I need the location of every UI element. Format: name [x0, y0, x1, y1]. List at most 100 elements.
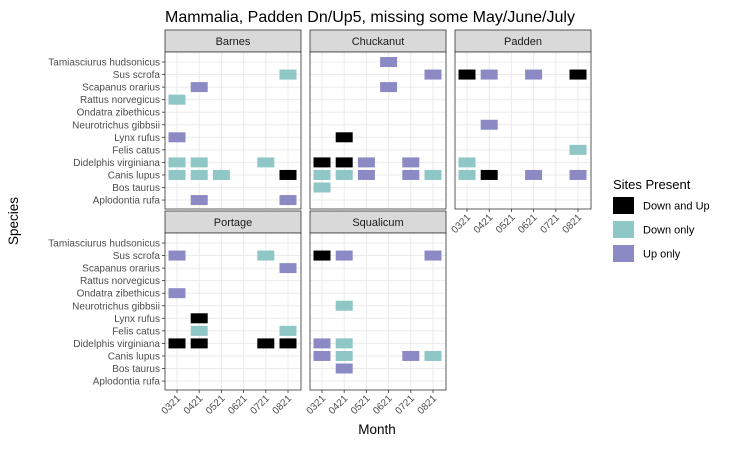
x-tick-label: 0821 — [416, 393, 440, 417]
tile-lynx-rufus-0421-both — [335, 132, 353, 143]
tile-sus-scrofa-0421-up — [335, 250, 353, 261]
panel-plot-area — [165, 233, 301, 390]
y-tick-label: Ondatra zibethicus — [77, 108, 160, 119]
x-tick-label: 0621 — [371, 393, 395, 417]
tile-scapanus-orarius-0621-up — [380, 82, 398, 93]
x-tick-label: 0321 — [305, 393, 329, 417]
y-tick-label: Scapanus orarius — [82, 83, 160, 94]
tile-sus-scrofa-0821-up — [424, 250, 442, 261]
panel-plot-area — [165, 52, 301, 209]
tile-canis-lupus-0421-down — [335, 350, 353, 361]
tile-sus-scrofa-0821-both — [569, 69, 587, 80]
panel-strip-label: Barnes — [216, 36, 251, 48]
tile-canis-lupus-0821-both — [279, 169, 297, 180]
tile-felis-catus-0821-down — [569, 144, 587, 155]
panel-border — [164, 51, 302, 210]
panel-chuckanut: Chuckanut — [309, 29, 447, 210]
y-tick-label: Sus scrofa — [113, 251, 161, 262]
tile-ondatra-zibethicus-0321-up — [168, 288, 186, 299]
tile-didelphis-virginiana-0421-down — [190, 157, 208, 168]
panel-border — [164, 232, 302, 391]
tile-sus-scrofa-0421-up — [480, 69, 498, 80]
y-tick-label: Ondatra zibethicus — [77, 289, 160, 300]
x-tick-label: 0521 — [494, 212, 518, 236]
y-tick-label: Lynx rufus — [114, 133, 160, 144]
y-tick-label: Lynx rufus — [114, 314, 160, 325]
x-tick-label: 0621 — [516, 212, 540, 236]
y-tick-label: Aplodontia rufa — [93, 196, 161, 207]
y-tick-label: Canis lupus — [108, 351, 160, 362]
y-axis-label: Species — [6, 197, 21, 245]
tile-felis-catus-0421-down — [190, 325, 208, 336]
tile-didelphis-virginiana-0721-down — [257, 157, 275, 168]
y-tick-label: Tamiasciurus hudsonicus — [48, 239, 160, 250]
x-tick-label: 0521 — [204, 393, 228, 417]
x-tick-label: 0621 — [226, 393, 250, 417]
tile-canis-lupus-0721-up — [402, 350, 420, 361]
tile-canis-lupus-0321-down — [458, 169, 476, 180]
tile-didelphis-virginiana-0321-both — [168, 338, 186, 349]
x-tick-label: 0421 — [182, 393, 206, 417]
y-tick-label: Bos taurus — [112, 364, 160, 375]
y-tick-label: Canis lupus — [108, 170, 160, 181]
tile-bos-taurus-0421-up — [335, 363, 353, 374]
panel-border — [309, 232, 447, 391]
tile-canis-lupus-0421-down — [190, 169, 208, 180]
tile-didelphis-virginiana-0321-both — [313, 157, 331, 168]
legend-title: Sites Present — [613, 177, 691, 192]
y-tick-label: Felis catus — [112, 326, 160, 337]
legend-label-up: Up only — [643, 249, 681, 261]
tile-neurotrichus-gibbsii-0421-up — [480, 119, 498, 130]
tile-didelphis-virginiana-0321-down — [168, 157, 186, 168]
y-tick-label: Didelphis virginiana — [73, 158, 160, 169]
tile-didelphis-virginiana-0721-up — [402, 157, 420, 168]
x-tick-label: 0821 — [561, 212, 585, 236]
tile-canis-lupus-0721-up — [402, 169, 420, 180]
tile-sus-scrofa-0821-down — [279, 69, 297, 80]
legend-swatch-both — [613, 197, 634, 214]
tile-canis-lupus-0321-up — [313, 350, 331, 361]
x-tick-label: 0721 — [393, 393, 417, 417]
tile-bos-taurus-0321-down — [313, 182, 331, 193]
legend-label-both: Down and Up — [643, 201, 710, 213]
tile-didelphis-virginiana-0321-up — [313, 338, 331, 349]
tile-lynx-rufus-0321-up — [168, 132, 186, 143]
tile-scapanus-orarius-0421-up — [190, 82, 208, 93]
panel-strip-label: Squalicum — [352, 217, 403, 229]
x-tick-label: 0721 — [538, 212, 562, 236]
panel-strip-label: Portage — [214, 217, 253, 229]
tile-canis-lupus-0321-down — [313, 169, 331, 180]
y-tick-label: Didelphis virginiana — [73, 339, 160, 350]
tile-didelphis-virginiana-0421-down — [335, 338, 353, 349]
x-axis-label: Month — [358, 422, 396, 437]
tile-canis-lupus-0521-down — [212, 169, 230, 180]
chart-title: Mammalia, Padden Dn/Up5, missing some Ma… — [165, 9, 575, 26]
tile-didelphis-virginiana-0721-both — [257, 338, 275, 349]
x-tick-label: 0521 — [349, 393, 373, 417]
tile-canis-lupus-0821-down — [424, 169, 442, 180]
tile-felis-catus-0821-down — [279, 325, 297, 336]
y-tick-label: Felis catus — [112, 145, 160, 156]
tile-sus-scrofa-0321-both — [458, 69, 476, 80]
panel-border — [454, 51, 592, 210]
panel-strip-label: Chuckanut — [352, 36, 405, 48]
tile-rattus-norvegicus-0321-down — [168, 94, 186, 105]
tile-lynx-rufus-0421-both — [190, 313, 208, 324]
tile-didelphis-virginiana-0421-both — [190, 338, 208, 349]
y-tick-label: Rattus norvegicus — [80, 95, 160, 106]
tile-didelphis-virginiana-0321-down — [458, 157, 476, 168]
x-tick-label: 0321 — [450, 212, 474, 236]
tile-canis-lupus-0321-down — [168, 169, 186, 180]
tile-canis-lupus-0521-up — [357, 169, 375, 180]
x-tick-label: 0321 — [160, 393, 184, 417]
tile-canis-lupus-0821-down — [424, 350, 442, 361]
y-tick-label: Tamiasciurus hudsonicus — [48, 58, 160, 69]
tile-canis-lupus-0621-up — [525, 169, 543, 180]
y-tick-label: Neurotrichus gibbsii — [72, 301, 160, 312]
y-tick-label: Aplodontia rufa — [93, 377, 161, 388]
tile-didelphis-virginiana-0521-up — [357, 157, 375, 168]
